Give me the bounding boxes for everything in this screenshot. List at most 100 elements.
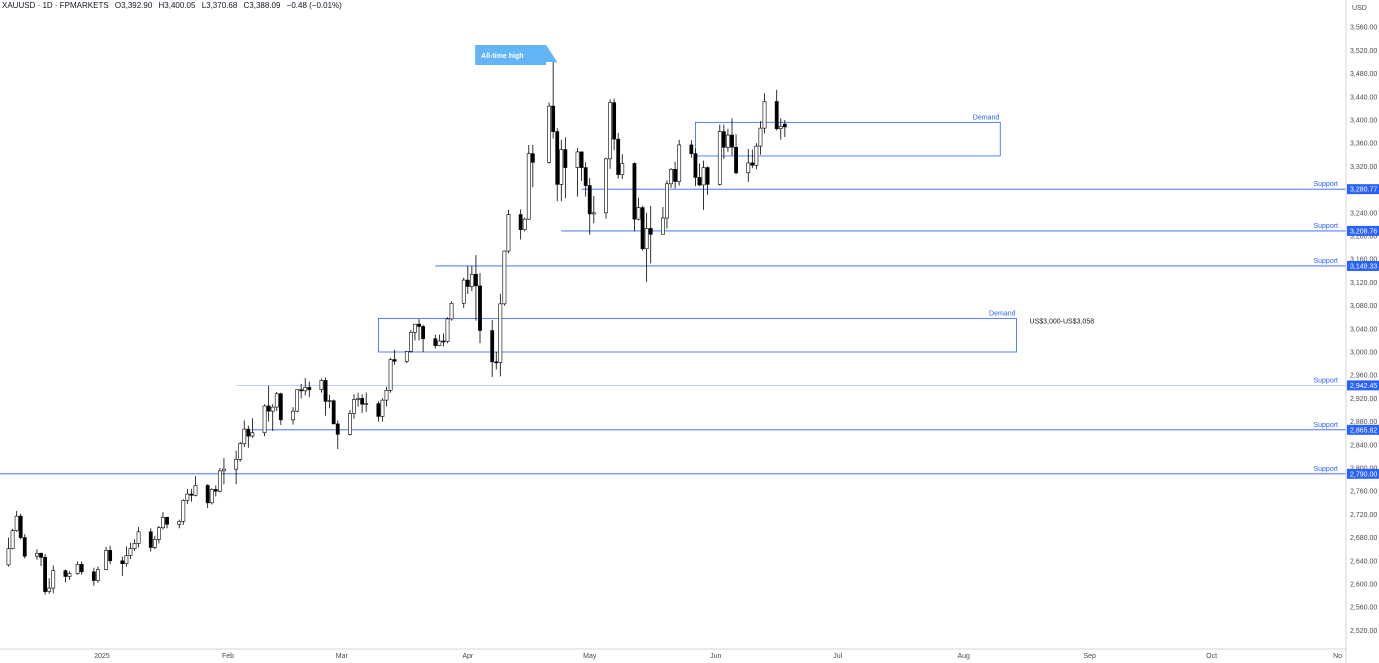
candle bbox=[120, 556, 125, 576]
candle-body bbox=[262, 405, 267, 433]
candle-body bbox=[433, 338, 438, 346]
candle-body bbox=[604, 158, 608, 214]
candle bbox=[701, 160, 706, 210]
candle bbox=[608, 99, 612, 169]
demand-zone-label: Demand bbox=[989, 310, 1016, 317]
candle bbox=[331, 399, 336, 425]
candle bbox=[750, 149, 755, 169]
candle bbox=[91, 567, 96, 586]
price-tick-label: 2,760.00 bbox=[1350, 489, 1377, 496]
time-tick-label: Aug bbox=[957, 653, 970, 660]
candle-body bbox=[104, 550, 108, 570]
candle bbox=[734, 134, 738, 175]
candle bbox=[474, 255, 478, 321]
candle bbox=[522, 217, 527, 232]
candle-body bbox=[526, 153, 531, 220]
callout-label: All-time high bbox=[481, 53, 523, 60]
candle-body bbox=[165, 516, 169, 525]
candle bbox=[348, 410, 352, 436]
all-time-high-callout: All-time high bbox=[475, 45, 558, 65]
candle-body bbox=[18, 515, 23, 538]
demand-zone bbox=[377, 317, 1017, 353]
candle bbox=[303, 378, 308, 396]
candle bbox=[721, 124, 726, 159]
candle-body bbox=[701, 167, 706, 186]
support-line-label: Support bbox=[1313, 258, 1338, 265]
candle bbox=[413, 323, 417, 341]
candle-body bbox=[498, 303, 503, 363]
candle-body bbox=[6, 548, 11, 566]
candle bbox=[417, 318, 421, 341]
candle-body bbox=[746, 162, 751, 174]
candle bbox=[278, 392, 283, 426]
open-value: O3,392.90 bbox=[114, 1, 153, 10]
candle-body bbox=[754, 145, 759, 166]
candle bbox=[242, 420, 247, 448]
candle-body bbox=[579, 151, 584, 168]
candle-body bbox=[762, 101, 767, 129]
candle bbox=[157, 526, 161, 544]
candle bbox=[360, 394, 365, 413]
candle-body bbox=[120, 560, 125, 564]
support-value-badge bbox=[1347, 380, 1379, 391]
low-value: L3,370.68 bbox=[201, 1, 238, 10]
candle bbox=[665, 180, 669, 229]
price-tick-label: 3,560.00 bbox=[1350, 25, 1377, 32]
price-tick-label: 3,240.00 bbox=[1350, 210, 1377, 217]
price-tick-label: 2,600.00 bbox=[1350, 582, 1377, 589]
price-tick-label: 3,440.00 bbox=[1350, 94, 1377, 101]
time-tick-label: 2025 bbox=[94, 653, 110, 660]
price-tick-label: 3,320.00 bbox=[1350, 164, 1377, 171]
candle bbox=[421, 324, 425, 352]
candle-body bbox=[380, 399, 385, 417]
candle-body bbox=[295, 389, 299, 412]
candle bbox=[478, 273, 482, 344]
support-value-text: 3,280.77 bbox=[1350, 187, 1377, 194]
candle-body bbox=[632, 163, 637, 220]
candle bbox=[14, 510, 19, 532]
candle bbox=[689, 140, 694, 158]
price-tick-label: 2,960.00 bbox=[1350, 373, 1377, 380]
candle-body bbox=[79, 563, 84, 573]
candle-body bbox=[39, 552, 43, 558]
candle bbox=[18, 513, 23, 540]
candle bbox=[262, 404, 267, 437]
candle bbox=[246, 425, 251, 448]
candle bbox=[356, 392, 360, 407]
candle bbox=[22, 534, 27, 559]
candle bbox=[469, 266, 474, 292]
candle bbox=[502, 250, 507, 306]
candle-body bbox=[327, 400, 332, 403]
candle bbox=[222, 458, 226, 485]
price-tick-label: 2,920.00 bbox=[1350, 396, 1377, 403]
candle bbox=[299, 383, 304, 399]
candle-body bbox=[445, 318, 450, 342]
candle-body bbox=[673, 169, 677, 182]
candle-body bbox=[189, 493, 194, 496]
candle bbox=[461, 277, 466, 308]
price-tick-label: 3,080.00 bbox=[1350, 303, 1377, 310]
candle-body bbox=[177, 521, 182, 525]
change-value: −0.48 (−0.01%) bbox=[286, 1, 342, 10]
candle-body bbox=[689, 144, 694, 154]
support-line-label: Support bbox=[1313, 223, 1338, 230]
candle bbox=[404, 350, 409, 364]
time-tick-label: Mar bbox=[336, 653, 349, 660]
candle bbox=[409, 329, 413, 353]
candle-body bbox=[152, 539, 157, 548]
support-line-label: Support bbox=[1313, 422, 1338, 429]
candle bbox=[705, 166, 710, 195]
candle bbox=[717, 124, 722, 186]
candle-body bbox=[726, 134, 730, 148]
candle-body bbox=[461, 279, 466, 304]
candle bbox=[238, 441, 243, 462]
candle-body bbox=[278, 393, 283, 421]
candle bbox=[193, 476, 198, 497]
candle-body bbox=[124, 555, 129, 565]
candle-body bbox=[75, 563, 80, 574]
support-line-label: Support bbox=[1313, 466, 1338, 473]
candle bbox=[181, 499, 186, 525]
candle-body bbox=[274, 393, 279, 408]
